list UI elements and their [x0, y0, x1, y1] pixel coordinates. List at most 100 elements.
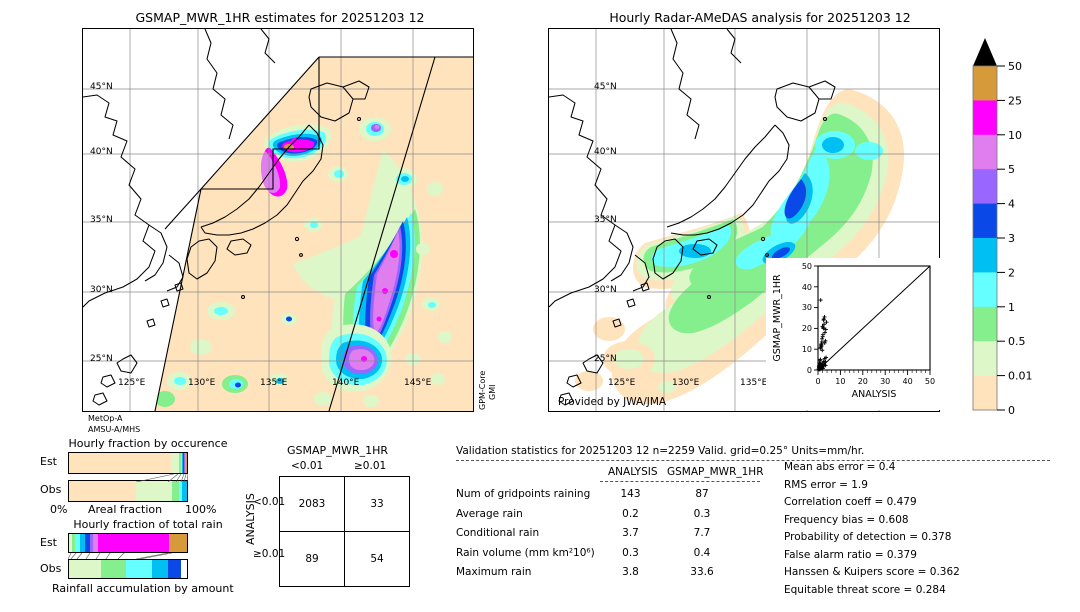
- colorbar-swatch: [973, 203, 997, 239]
- validation-score-line: Frequency bias = 0.608: [784, 513, 909, 526]
- bar-segment: [71, 534, 76, 552]
- gmi-label: GMI: [488, 384, 497, 400]
- totalrain-chart-title: Hourly fraction of total rain: [73, 518, 223, 531]
- validation-row-label: Conditional rain: [456, 527, 540, 539]
- scatter-point: [820, 348, 825, 353]
- totalrain-est-bar: [68, 533, 188, 553]
- svg-text:GSMAP_MWR_1HR: GSMAP_MWR_1HR: [772, 274, 783, 362]
- scatter-point: [821, 317, 826, 322]
- validation-col-analysis: ANALYSIS: [608, 466, 658, 478]
- scatter-point: [821, 326, 826, 331]
- validation-row: Rain volume (mm km²10⁶) 0.3 0.4: [456, 547, 776, 567]
- bar-segment: [184, 453, 186, 473]
- colorbar-label: 25: [1008, 94, 1022, 107]
- occurrence-axis-left: 0%: [50, 503, 68, 516]
- svg-text:20: 20: [802, 324, 812, 333]
- svg-text:30: 30: [880, 377, 890, 386]
- scatter-point: [819, 364, 824, 369]
- colorbar-swatch: [973, 375, 997, 411]
- svg-text:10: 10: [802, 345, 812, 354]
- totalrain-est-label: Est: [40, 536, 57, 549]
- right-panel-title: Hourly Radar-AMeDAS analysis for 2025120…: [609, 10, 911, 25]
- validation-row-gsmap: 0.4: [693, 546, 711, 559]
- bar-segment: [75, 534, 80, 552]
- left-lon-tick-140e: 140°E: [332, 378, 360, 388]
- svg-text:40: 40: [802, 283, 812, 292]
- svg-text:10: 10: [835, 377, 845, 386]
- validation-row-gsmap: 0.3: [693, 507, 711, 520]
- bar-segment: [97, 534, 169, 552]
- scatter-point: [822, 322, 827, 327]
- bar-segment: [136, 481, 172, 501]
- validation-row: Maximum rain 3.8 33.6: [456, 566, 776, 586]
- bar-segment: [89, 534, 94, 552]
- contingency-cell-01: 33: [344, 476, 410, 532]
- bar-segment: [100, 560, 126, 578]
- left-lat-tick-25n: 25°N: [90, 354, 113, 364]
- colorbar-swatch: [973, 306, 997, 342]
- validation-score-line: Equitable threat score = 0.284: [784, 583, 946, 596]
- colorbar-swatch: [973, 272, 997, 308]
- bar-segment: [69, 560, 101, 578]
- right-lon-tick-130e: 130°E: [672, 378, 700, 388]
- bar-segment: [168, 534, 187, 552]
- validation-row-gsmap: 7.7: [693, 527, 711, 539]
- right-lat-tick-25n: 25°N: [594, 354, 617, 364]
- validation-row-label: Rain volume (mm km²10⁶): [456, 546, 595, 559]
- scatter-point: [820, 336, 825, 341]
- colorbar-label: 5: [1008, 163, 1015, 176]
- contingency-cell-10: 89: [279, 531, 345, 587]
- occurrence-chart-title: Hourly fraction by occurence: [68, 437, 228, 450]
- validation-score-line: RMS error = 1.9: [784, 478, 868, 491]
- scatter-point: [822, 314, 827, 319]
- data-credit: Provided by JWA/JMA: [558, 396, 667, 408]
- validation-scores: Mean abs error = 0.4 RMS error = 1.9 Corre…: [784, 461, 1074, 601]
- contingency-col-header-1: ≥0.01: [354, 460, 387, 472]
- left-lat-tick-45n: 45°N: [90, 82, 113, 92]
- contingency-cell-11: 54: [344, 531, 410, 587]
- validation-score-line: Mean abs error = 0.4: [784, 461, 896, 473]
- totalrain-obs-bar: [68, 559, 188, 579]
- validation-score-line: False alarm ratio = 0.379: [784, 548, 917, 561]
- validation-row-label: Average rain: [456, 507, 523, 520]
- svg-text:20: 20: [858, 377, 868, 386]
- validation-header: Validation statistics for 20251203 12 n=…: [456, 445, 865, 457]
- validation-row-analysis: 3.7: [622, 527, 639, 539]
- bar-segment: [69, 453, 172, 473]
- sensor-instrument: AMSU-A/MHS: [88, 425, 141, 434]
- validation-col-gsmap: GSMAP_MWR_1HR: [667, 466, 764, 478]
- scatter-point: [817, 361, 822, 366]
- colorbar-label: 0: [1008, 404, 1015, 417]
- svg-text:0: 0: [807, 366, 812, 375]
- scatter-point: [820, 332, 825, 337]
- scatter-point: [817, 366, 822, 371]
- colorbar-swatch: [973, 134, 997, 170]
- scatter-point: [823, 327, 828, 332]
- left-lon-tick-135e: 135°E: [260, 378, 288, 388]
- totalrain-obs-label: Obs: [40, 562, 62, 575]
- scatter-point: [820, 324, 825, 329]
- validation-row-analysis: 0.3: [622, 546, 639, 559]
- totalrain-caption: Rainfall accumulation by amount: [52, 582, 234, 595]
- validation-row-analysis: 143: [620, 488, 641, 500]
- validation-row-label: Maximum rain: [456, 566, 532, 578]
- left-lon-tick-130e: 130°E: [188, 378, 216, 388]
- svg-text:ANALYSIS: ANALYSIS: [852, 389, 897, 400]
- bar-segment: [182, 453, 184, 473]
- scatter-point: [823, 363, 828, 368]
- colorbar-label: 2: [1008, 266, 1015, 279]
- scatter-point: [819, 344, 824, 349]
- colorbar-swatch: [973, 66, 997, 101]
- svg-text:30: 30: [802, 303, 812, 312]
- left-lat-tick-40n: 40°N: [90, 147, 113, 157]
- occurrence-est-bar: [68, 452, 188, 474]
- scatter-point: [823, 338, 828, 343]
- gpm-core-label: GPM-Core: [478, 370, 487, 410]
- occurrence-axis-center: Areal fraction: [88, 503, 163, 516]
- contingency-row-header-1: ≥0.01: [253, 548, 286, 560]
- left-panel-title: GSMAP_MWR_1HR estimates for 20251203 12: [135, 10, 425, 25]
- bar-segment: [186, 453, 187, 473]
- bar-segment: [84, 534, 90, 552]
- bar-segment: [179, 453, 182, 473]
- validation-rule-mid: [600, 481, 760, 482]
